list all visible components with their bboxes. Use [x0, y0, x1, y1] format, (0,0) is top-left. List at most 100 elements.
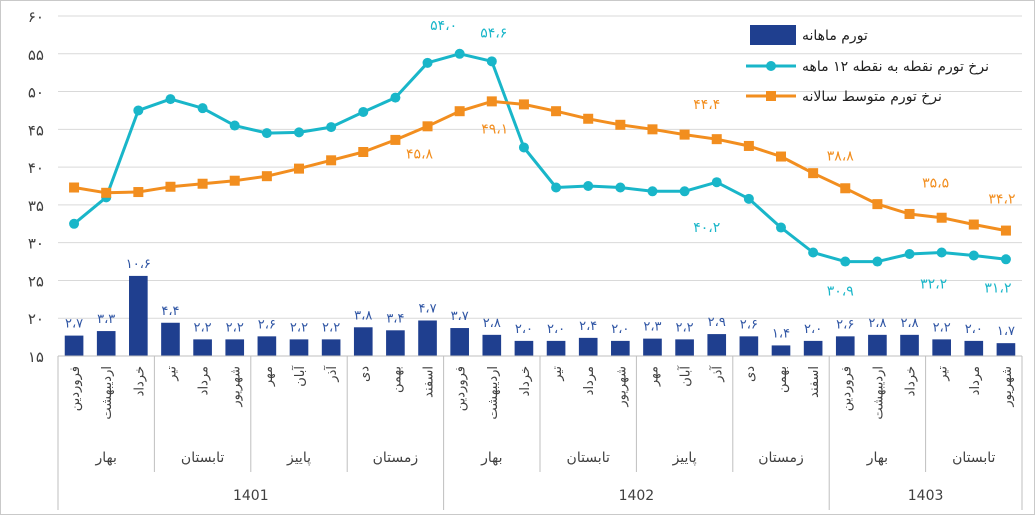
monthly-inflation-bar: [675, 339, 694, 356]
annual-average-point: [808, 168, 819, 179]
monthly-inflation-bar: [803, 340, 823, 356]
point-to-point-point: [936, 247, 947, 258]
annual-average-point: [968, 219, 979, 230]
y-tick-label: ۶۰: [28, 8, 44, 26]
month-label: اسفند: [807, 366, 822, 398]
point-to-point-point: [968, 250, 979, 261]
bar-value-label: ۲،۸: [483, 316, 501, 331]
bar-value-label: ۳،۴: [386, 311, 404, 326]
annual-average-point: [422, 121, 433, 132]
bar-value-label: ۲،۷: [65, 317, 83, 332]
monthly-inflation-bar: [707, 334, 727, 356]
bar-value-label: ۲،۰: [611, 322, 629, 337]
bar-value-labels: ۲،۷ ۳،۳ ۱۰،۶ ۴،۴ ۲،۲ ۲،۲ ۲،۶ ۲،۲ ۲،۲ ۳،۸ ۳،۴ ۴،۷ ۳،۷…: [65, 257, 1015, 342]
annual-average-point: [261, 171, 272, 182]
monthly-inflation-bar: [996, 343, 1016, 356]
monthly-inflation-bar: [225, 339, 245, 356]
point-to-point-point: [583, 181, 594, 191]
season-label: بهار: [866, 450, 888, 466]
point-to-point-point: [294, 127, 304, 138]
month-label: اسفند: [422, 366, 437, 398]
annual-average-point: [197, 178, 208, 189]
annual-average-value-label: ۳۵،۵: [922, 176, 949, 192]
bar-value-label: ۳،۸: [354, 308, 372, 323]
monthly-inflation-bar: [643, 338, 662, 356]
annual-average-point: [936, 212, 947, 223]
annual-average-point: [454, 106, 465, 117]
annual-average-point: [615, 119, 626, 130]
monthly-inflation-bar: [321, 339, 341, 356]
season-label: زمستان: [758, 450, 804, 466]
inflation-lines: [69, 48, 1011, 267]
monthly-inflation-bar: [900, 334, 919, 356]
y-tick-label: ۳۵: [28, 197, 44, 215]
monthly-inflation-bars: [64, 275, 1016, 356]
bar-value-label: ۲،۸: [900, 316, 918, 331]
month-label: مرداد: [197, 366, 212, 395]
legend-marker: [766, 61, 776, 71]
bar-value-label: ۱۰،۶: [126, 257, 151, 272]
point-to-point-point: [261, 128, 272, 139]
month-label: خرداد: [904, 366, 919, 396]
point-to-point-point: [229, 120, 240, 131]
bar-value-label: ۳،۷: [451, 309, 469, 324]
point-to-point-point: [808, 247, 819, 258]
monthly-inflation-bar: [964, 340, 984, 356]
bar-value-label: ۲،۴: [579, 319, 597, 334]
point-to-point-point: [358, 106, 369, 117]
month-label: خرداد: [518, 366, 533, 396]
bar-value-label: ۱،۴: [772, 326, 790, 341]
month-label: اردیبهشت: [871, 366, 886, 420]
annual-average-point: [518, 99, 529, 110]
legend-entry-label: تورم ماهانه: [802, 28, 868, 44]
monthly-inflation-bar: [546, 340, 566, 356]
bar-value-label: ۲،۲: [290, 320, 308, 335]
bar-value-label: ۴،۷: [418, 301, 436, 316]
bar-value-label: ۲،۶: [740, 317, 758, 332]
bar-value-label: ۲،۹: [708, 315, 726, 330]
annual-average-point: [583, 113, 594, 124]
point-to-point-value-label: ۳۱،۲: [984, 280, 1011, 296]
y-tick-label: ۲۰: [28, 310, 44, 328]
bar-value-label: ۲،۲: [676, 320, 694, 335]
monthly-inflation-bar: [611, 340, 630, 356]
annual-average-point: [294, 163, 304, 174]
point-to-point-point: [840, 256, 851, 267]
monthly-inflation-bar: [64, 335, 84, 356]
point-to-point-point: [776, 222, 786, 233]
annual-average-point: [743, 140, 754, 151]
annual-average-value-label: ۴۴،۴: [693, 97, 720, 113]
bar-value-label: ۲،۲: [322, 320, 340, 335]
y-tick-label: ۵۰: [28, 84, 44, 102]
monthly-inflation-bar: [835, 336, 855, 356]
season-label: بهار: [95, 450, 117, 466]
month-label: خرداد: [132, 366, 147, 396]
point-to-point-value-label: ۳۲،۲: [920, 276, 947, 292]
y-tick-label: ۳۰: [28, 235, 44, 253]
point-to-point-point: [165, 94, 176, 105]
month-label: مهر: [646, 366, 661, 387]
month-label: فروردین: [454, 366, 469, 411]
month-label: مرداد: [968, 366, 983, 395]
point-to-point-point: [647, 186, 658, 197]
monthly-inflation-bar: [739, 336, 759, 356]
point-to-point-point: [518, 142, 529, 153]
bar-value-label: ۲،۰: [804, 322, 822, 337]
year-label: 1402: [619, 488, 655, 504]
month-label: تیر: [164, 366, 179, 382]
annual-average-point: [551, 106, 562, 117]
monthly-inflation-bar: [771, 345, 791, 356]
annual-average-point: [326, 155, 337, 166]
annual-average-point: [133, 187, 144, 198]
point-to-point-point: [422, 57, 433, 68]
annual-average-point: [69, 182, 80, 193]
month-label: فروردین: [68, 366, 83, 411]
point-to-point-point: [390, 92, 401, 103]
point-to-point-point: [69, 218, 80, 229]
x-axis: فروردین اردیبهشت خرداد تیر مرداد شهریور مهر آبا…: [57, 355, 1023, 510]
y-tick-label: ۴۰: [28, 159, 44, 177]
month-label: اردیبهشت: [100, 366, 115, 420]
y-tick-label: ۴۵: [28, 121, 44, 139]
annual-average-point: [165, 181, 176, 192]
